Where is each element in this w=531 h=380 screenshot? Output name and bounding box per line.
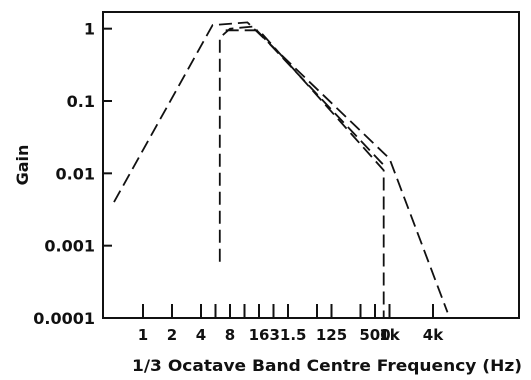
x-tick-label: 125 xyxy=(316,326,347,344)
series-line-3 xyxy=(225,29,385,318)
x-tick-label: 1k xyxy=(379,326,400,344)
x-axis-title: 1/3 Ocatave Band Centre Frequency (Hz) xyxy=(132,356,522,375)
y-tick-label: 0.0001 xyxy=(33,309,95,328)
y-tick-label: 1 xyxy=(84,20,95,39)
plot-frame xyxy=(102,11,520,319)
series-line-1 xyxy=(113,21,449,313)
x-tick-label: 31.5 xyxy=(269,326,306,344)
x-tick-label: 500 xyxy=(359,326,390,344)
x-tick-label: 8 xyxy=(225,326,235,344)
y-tick-label: 0.1 xyxy=(67,92,95,111)
y-tick-label: 0.01 xyxy=(56,164,95,183)
x-tick-label: 2 xyxy=(167,326,177,344)
x-tick-label: 1 xyxy=(138,326,148,344)
y-tick-label: 0.001 xyxy=(44,237,95,256)
x-tick-label: 4 xyxy=(196,326,206,344)
y-axis-title: Gain xyxy=(13,145,32,186)
x-tick-label: 4k xyxy=(423,326,444,344)
series-line-2 xyxy=(218,25,385,262)
x-tick-label: 16 xyxy=(249,326,270,344)
